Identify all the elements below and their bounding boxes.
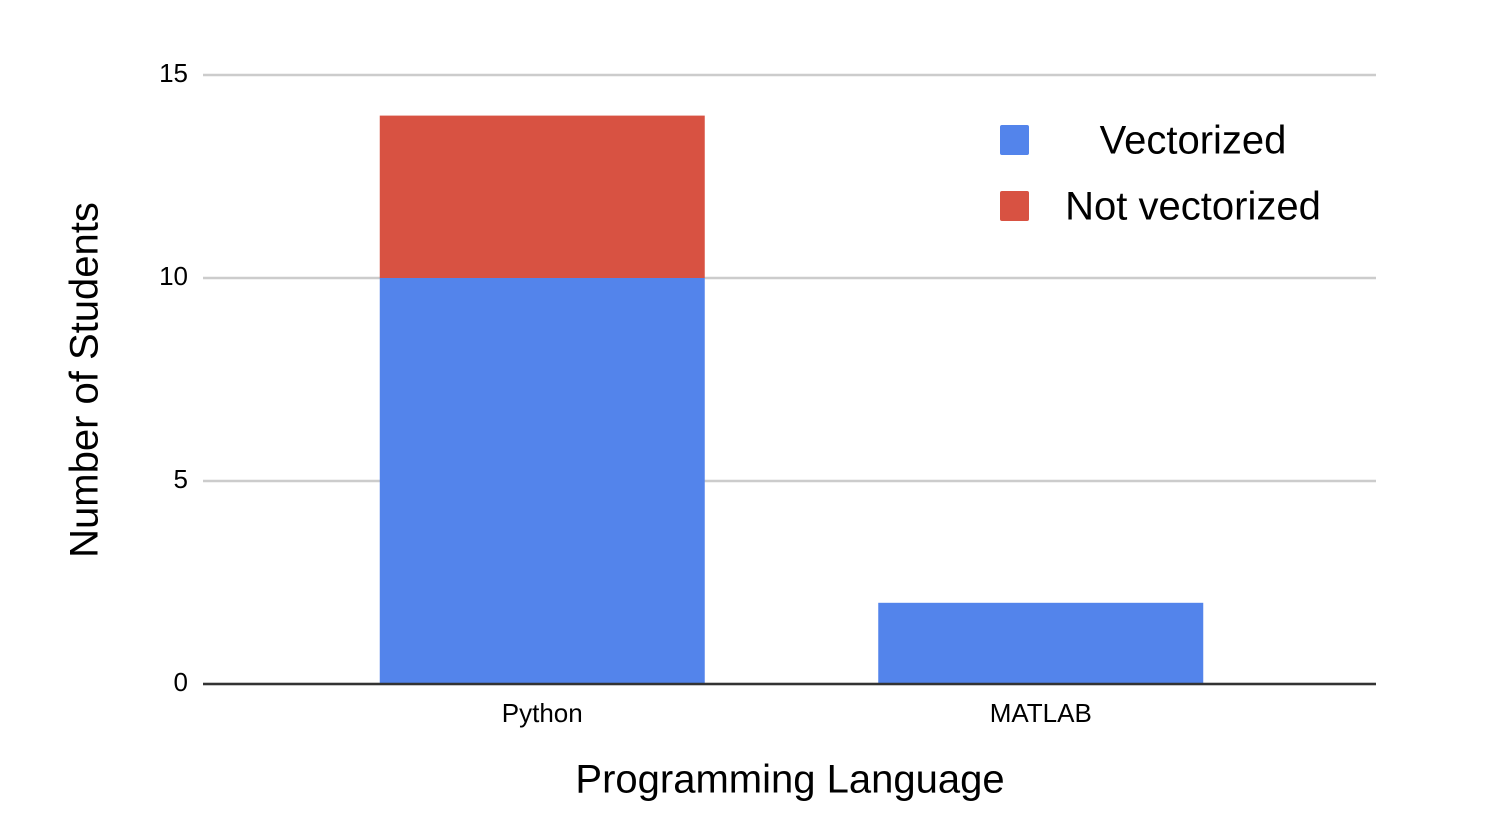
x-tick-label: Python: [502, 698, 583, 728]
y-tick-label: 10: [159, 261, 188, 291]
bar-segment: [379, 115, 705, 278]
legend-swatch: [1000, 125, 1029, 155]
y-tick-label: 15: [159, 58, 188, 88]
bar-segment: [878, 602, 1204, 684]
x-tick-label: MATLAB: [990, 698, 1092, 728]
x-axis-title: Programming Language: [575, 758, 1004, 802]
y-tick-label: 5: [174, 464, 188, 494]
legend-label: Vectorized: [1100, 119, 1287, 163]
y-axis-title: Number of Students: [63, 202, 107, 558]
legend-swatch: [1000, 191, 1029, 221]
y-tick-label: 0: [174, 667, 188, 697]
legend-label: Not vectorized: [1065, 185, 1321, 229]
bar-segment: [379, 278, 705, 684]
